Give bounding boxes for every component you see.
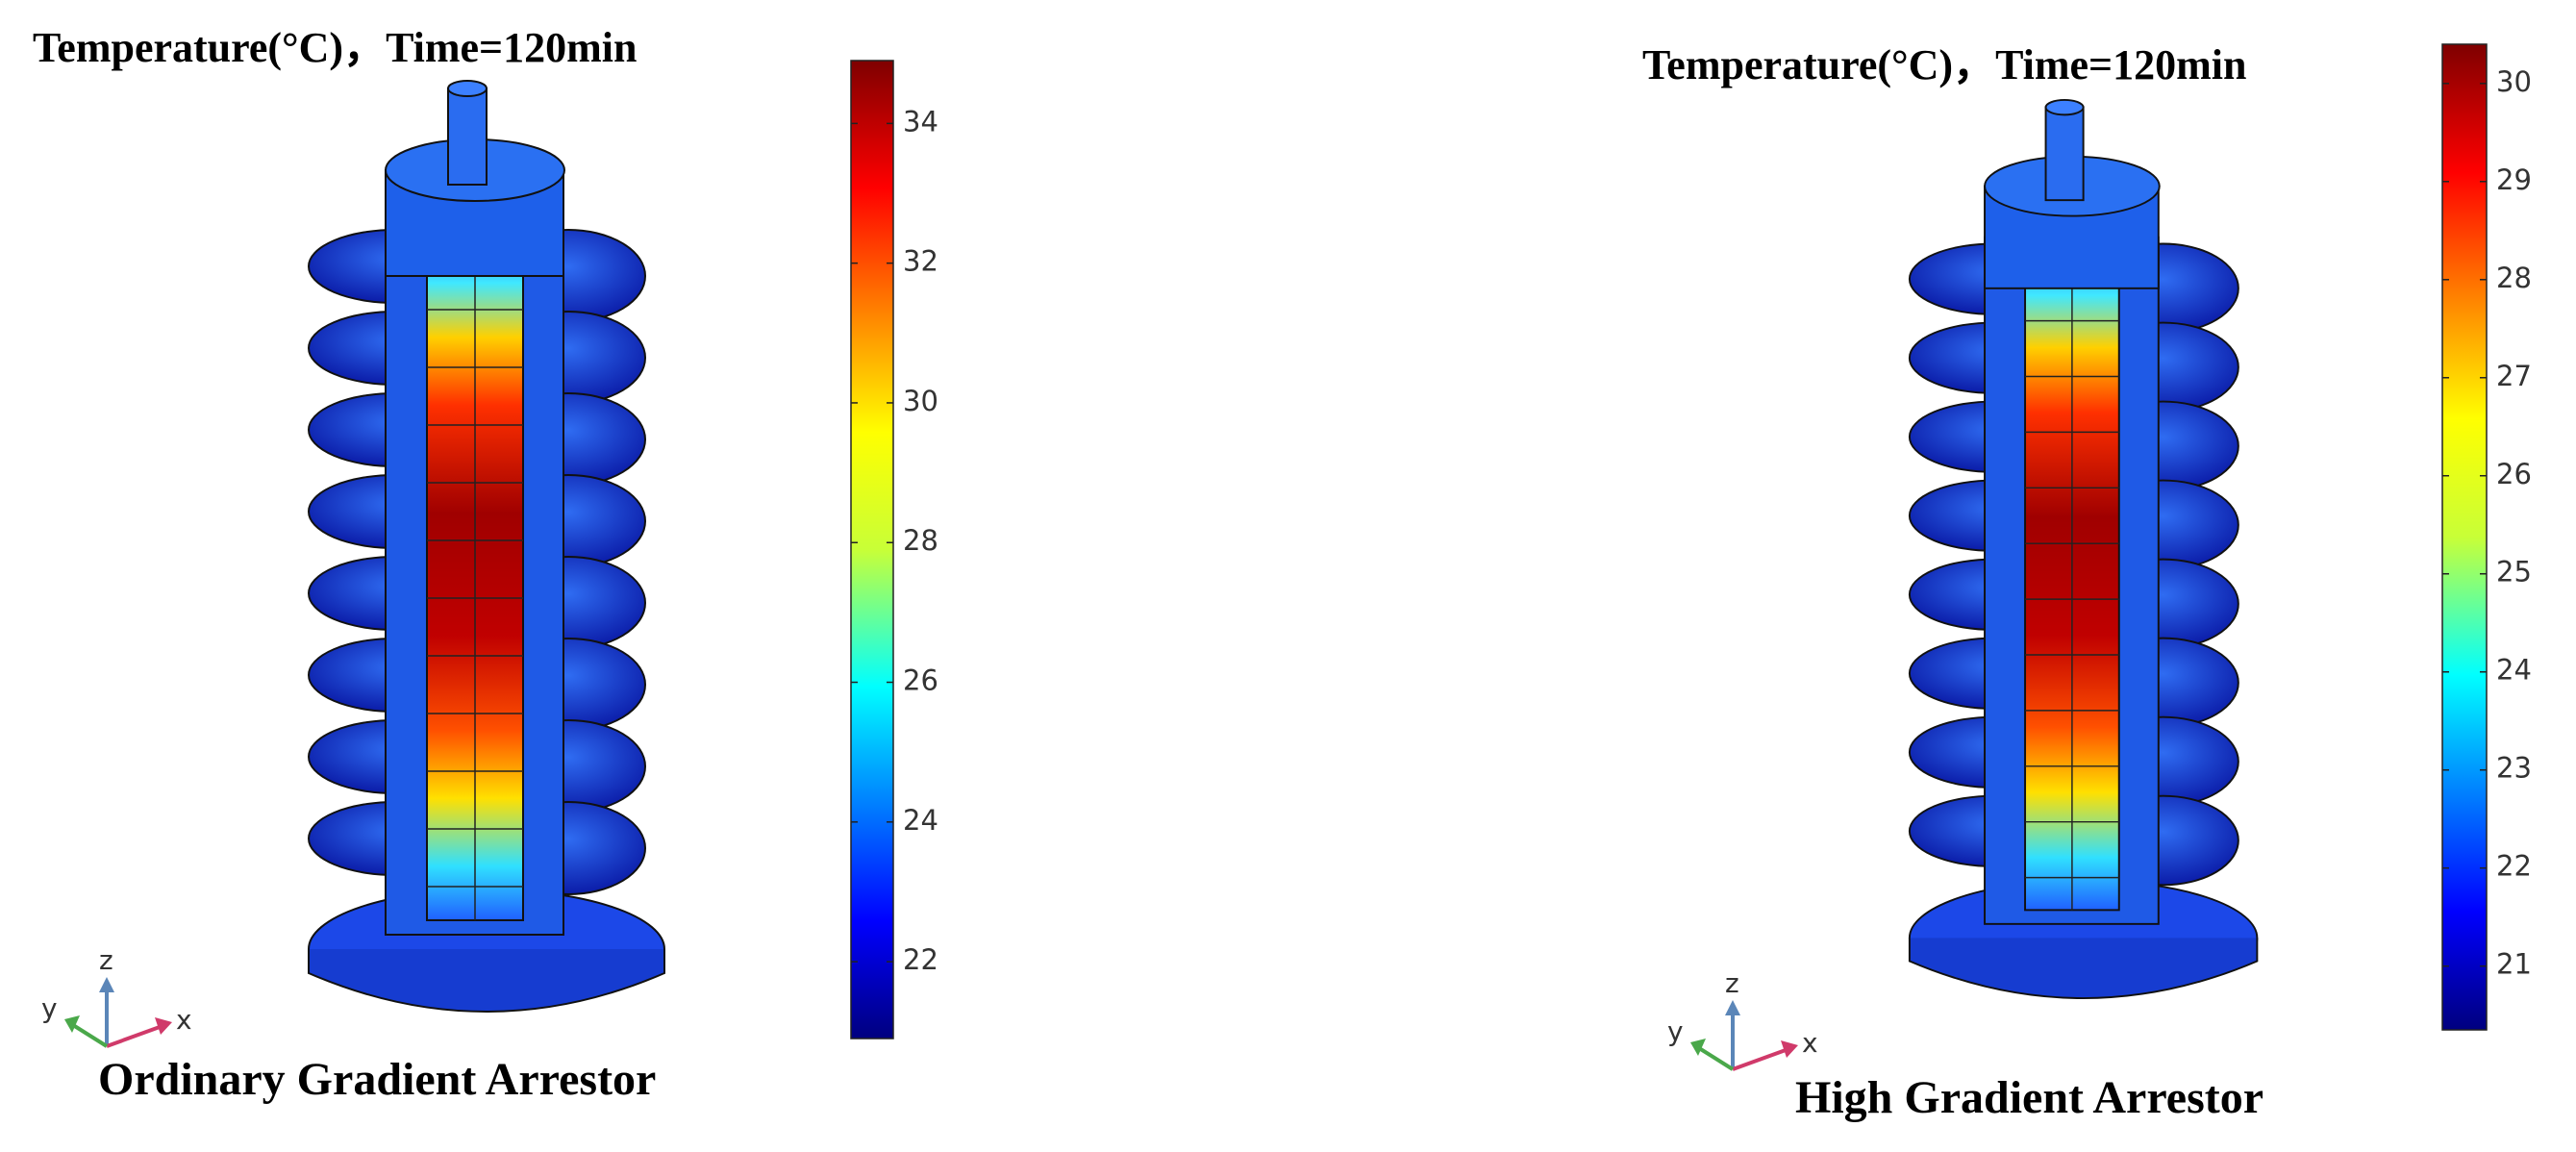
arrestor-model [1908,98,2259,1000]
colorbar-tick-label: 30 [903,385,938,417]
colorbar-tick-label: 21 [2496,948,2532,981]
colorbar-tick-label: 29 [2496,163,2532,196]
colorbar-tick-label: 23 [2496,752,2532,785]
axis-y-head [1690,1039,1706,1056]
arrestor-model [308,80,665,1013]
axis-y-head [64,1015,80,1033]
axis-z-label: z [1725,967,1739,999]
axis-x [1732,1048,1787,1071]
axis-y [71,1023,109,1048]
axis-y-label: y [1667,1015,1684,1047]
colorbar-tick-label: 30 [2496,65,2532,98]
colorbar-tick-label: 34 [903,105,938,138]
colorbar-tick-label: 24 [2496,654,2532,687]
colorbar-tick-label: 26 [2496,458,2532,490]
axis-z-label: z [99,944,113,976]
panel-title: Temperature(°C)，Time=120min [33,24,637,71]
colorbar-tick-label: 28 [903,524,938,557]
axis-z-head [1725,1000,1740,1015]
axis-x-head [155,1017,172,1035]
axis-y [1697,1046,1735,1071]
colorbar-tick-label: 28 [2496,262,2532,294]
colorbar [2441,43,2488,1031]
panel-title: Temperature(°C)，Time=120min [1642,41,2246,88]
axis-z-head [99,977,114,992]
colorbar-tick-label: 26 [903,664,938,697]
colorbar-tick-label: 22 [2496,850,2532,883]
axis-y-label: y [41,992,58,1024]
colorbar-tick-label: 27 [2496,360,2532,392]
axis-x-label: x [1802,1027,1818,1059]
axis-x-head [1781,1040,1798,1058]
axis-x-label: x [176,1004,192,1036]
colorbar-tick-label: 24 [903,804,938,837]
panel-caption: Ordinary Gradient Arrestor [98,1054,656,1105]
colorbar-tick-label: 22 [903,943,938,976]
colorbar-tick-label: 25 [2496,556,2532,589]
colorbar-tick-label: 32 [903,245,938,278]
axis-x [106,1025,161,1048]
colorbar [850,60,894,1039]
panel-caption: High Gradient Arrestor [1795,1072,2263,1123]
